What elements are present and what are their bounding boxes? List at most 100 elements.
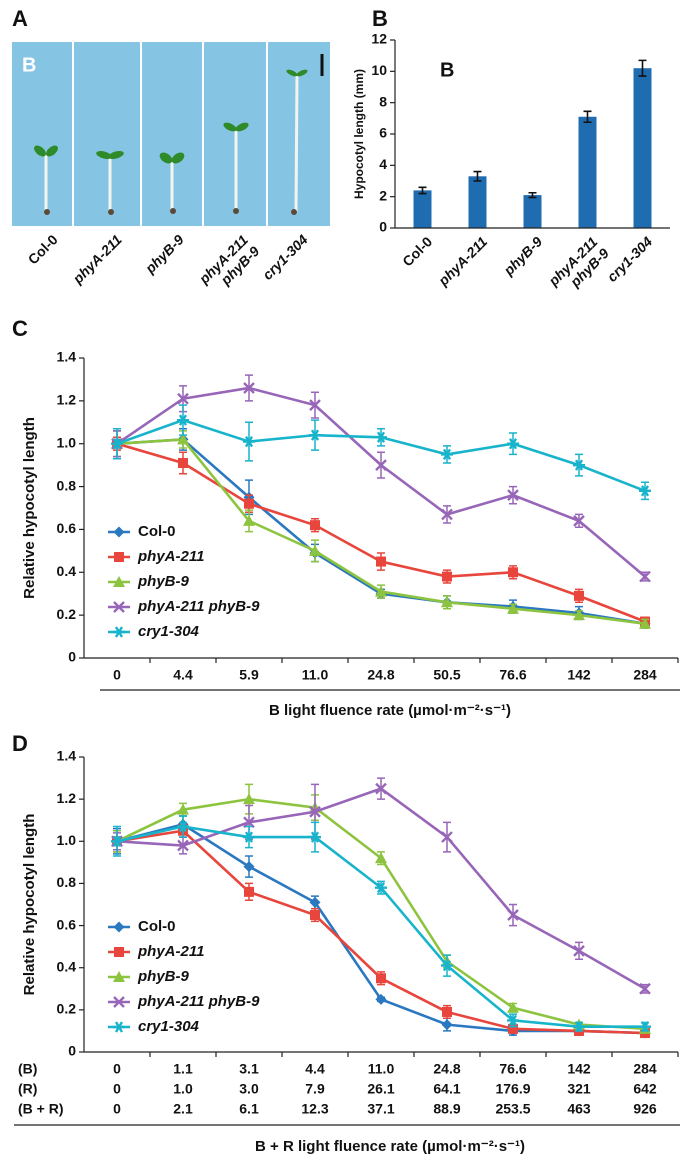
- marker: [243, 831, 255, 843]
- marker: [508, 567, 518, 578]
- bar: [413, 190, 432, 228]
- y-tick-label: 6: [379, 125, 387, 141]
- y-tick-label: 0.2: [57, 606, 77, 622]
- photo: A B: [12, 6, 330, 226]
- seed: [233, 208, 239, 214]
- x-tick-label: 4.4: [173, 667, 193, 683]
- seeds: [44, 208, 297, 215]
- bar: [578, 116, 597, 228]
- y-tick-label: 0.6: [57, 520, 77, 536]
- y-tick-label: 1.2: [57, 392, 77, 408]
- legend-label: Col-0: [138, 918, 176, 935]
- marker: [441, 508, 453, 521]
- x-tick-label: 463: [567, 1101, 591, 1117]
- marker: [573, 1021, 585, 1033]
- leaf: [171, 152, 185, 164]
- panel-label: B: [372, 6, 388, 31]
- legend-label: phyB-9: [137, 968, 189, 985]
- marker: [243, 861, 255, 873]
- x-tick-label: 0: [113, 667, 121, 683]
- light-label: B: [22, 54, 36, 76]
- x-tick-label: phyA-211 phyB-9: [544, 233, 611, 300]
- marker: [177, 392, 189, 405]
- leaf: [46, 145, 58, 157]
- y-tick-label: 0.8: [57, 874, 77, 890]
- x-tick-label: 142: [567, 1061, 591, 1077]
- marker: [639, 485, 651, 497]
- y-tick-label: 0.4: [57, 563, 77, 579]
- x-tick-label: cry1-304: [259, 231, 311, 283]
- x-tick-label: phyA-211: [69, 231, 125, 287]
- marker: [177, 820, 189, 833]
- marker: [243, 514, 255, 526]
- marker: [243, 793, 255, 805]
- x-tick-label: 7.9: [305, 1081, 325, 1097]
- marker: [441, 831, 453, 843]
- marker: [375, 431, 387, 443]
- marker: [441, 1019, 453, 1031]
- x-axis-label: B light fluence rate (µmol·m⁻²·s⁻¹): [269, 702, 511, 719]
- y-tick-label: 1.0: [57, 434, 77, 450]
- x-tick-label: 1.1: [173, 1061, 193, 1077]
- y-tick-label: 1.4: [57, 748, 77, 764]
- x-tick-label: phyA-211: [434, 233, 490, 289]
- category-row-label: (B + R): [18, 1101, 64, 1117]
- y-axis-label: Relative hypocotyl length: [21, 814, 38, 996]
- leaf: [96, 151, 112, 159]
- x-tick-label: 0: [113, 1081, 121, 1097]
- x-tick-label: 926: [633, 1101, 657, 1117]
- marker: [639, 617, 651, 629]
- marker: [178, 458, 188, 468]
- legend-label: cry1-304: [138, 623, 200, 640]
- y-tick-label: 0: [68, 1043, 76, 1059]
- marker: [376, 556, 386, 567]
- y-tick-label: 10: [371, 62, 387, 78]
- y-tick-label: 0.6: [57, 916, 77, 932]
- y-tick-label: 2: [379, 187, 387, 203]
- marker: [114, 947, 124, 957]
- x-tick-label: 24.8: [433, 1061, 460, 1077]
- marker: [507, 1001, 519, 1013]
- legend-label: phyA-211: [137, 548, 204, 565]
- y-tick-label: 0.4: [57, 958, 77, 974]
- marker: [309, 805, 321, 818]
- category-row-label: (R): [18, 1081, 37, 1097]
- marker: [113, 996, 125, 1008]
- x-tick-label: 321: [567, 1081, 591, 1097]
- stem: [294, 74, 299, 213]
- category-row-label: (B): [18, 1061, 37, 1077]
- marker: [113, 971, 125, 982]
- marker: [113, 526, 125, 538]
- marker: [111, 438, 123, 450]
- error-bar: [418, 186, 427, 195]
- y-axis-label: Relative hypocotyl length: [21, 417, 38, 599]
- marker: [114, 552, 124, 562]
- marker: [309, 429, 321, 441]
- x-tick-label: 88.9: [433, 1101, 460, 1117]
- legend-label: phyA-211 phyB-9: [137, 993, 260, 1010]
- seed: [291, 209, 297, 215]
- marker: [573, 609, 585, 621]
- bar: [633, 68, 652, 228]
- marker: [375, 993, 387, 1005]
- x-tick-label: 4.4: [305, 1061, 325, 1077]
- marker: [507, 438, 519, 450]
- marker: [376, 973, 386, 984]
- x-tick-label: 11.0: [302, 667, 329, 683]
- marker: [113, 601, 125, 613]
- panel-label: A: [12, 6, 28, 31]
- marker: [244, 498, 254, 509]
- x-tick-label: phyB-9: [500, 233, 546, 279]
- marker: [375, 585, 387, 597]
- seed: [108, 209, 114, 215]
- marker: [243, 382, 255, 394]
- marker: [573, 515, 585, 527]
- y-tick-label: 1.0: [57, 832, 77, 848]
- marker: [507, 909, 519, 921]
- leaf: [223, 122, 237, 132]
- marker: [177, 803, 189, 815]
- panel-label: D: [12, 731, 28, 756]
- bar: [523, 195, 542, 228]
- seedling-leaves: [34, 69, 308, 164]
